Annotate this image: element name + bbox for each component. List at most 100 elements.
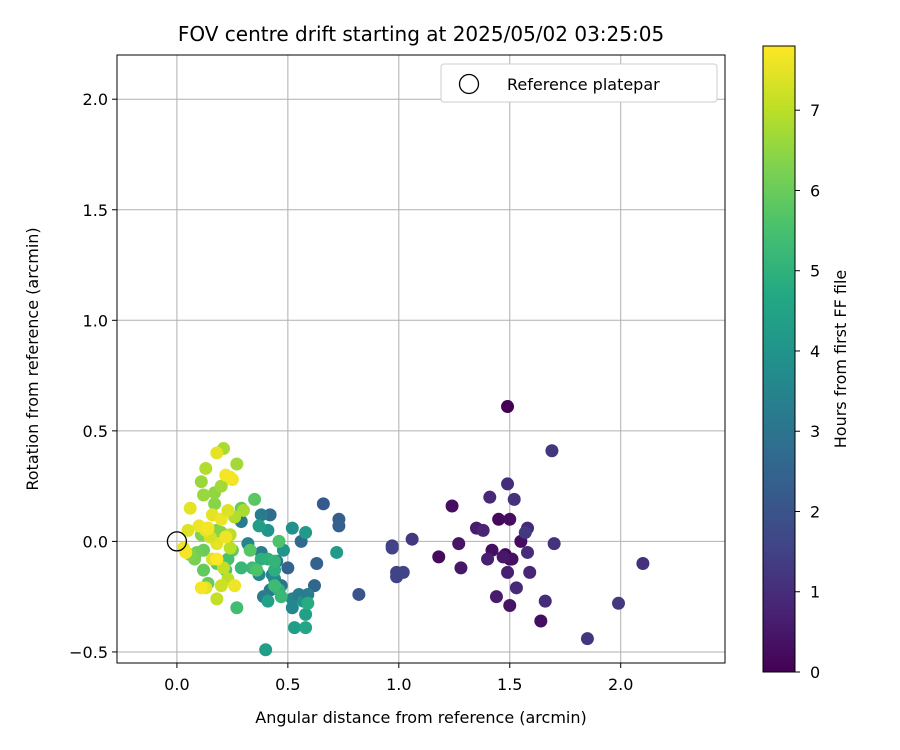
data-point bbox=[534, 614, 548, 628]
data-point bbox=[636, 557, 650, 571]
data-point bbox=[299, 526, 313, 540]
colorbar-tick-label: 1 bbox=[810, 583, 820, 602]
reference-platepar-marker bbox=[166, 531, 188, 552]
x-axis-label: Angular distance from reference (arcmin) bbox=[255, 708, 586, 727]
colorbar-tick-label: 5 bbox=[810, 262, 820, 281]
data-point bbox=[214, 512, 228, 526]
legend-label-reference: Reference platepar bbox=[507, 75, 660, 94]
data-point bbox=[250, 563, 264, 577]
y-axis: −0.5 0.0 0.5 1.0 1.5 2.0 bbox=[69, 90, 117, 662]
data-point bbox=[199, 461, 213, 475]
plot-area bbox=[116, 54, 726, 664]
x-tick-label: 1.0 bbox=[386, 675, 411, 694]
data-point bbox=[268, 554, 282, 568]
data-point bbox=[236, 503, 250, 517]
data-point bbox=[214, 579, 228, 593]
data-point bbox=[274, 590, 288, 604]
data-point bbox=[221, 503, 235, 517]
data-point bbox=[538, 594, 552, 608]
data-point bbox=[230, 601, 244, 615]
data-point bbox=[503, 512, 517, 526]
y-axis-label: Rotation from reference (arcmin) bbox=[23, 227, 42, 490]
data-point bbox=[223, 470, 237, 484]
data-point bbox=[252, 519, 266, 533]
data-point bbox=[545, 444, 559, 458]
data-point bbox=[194, 475, 208, 489]
chart-title: FOV centre drift starting at 2025/05/02 … bbox=[178, 22, 664, 46]
data-point bbox=[179, 545, 193, 559]
data-point bbox=[547, 537, 561, 551]
y-tick-label: 0.0 bbox=[83, 532, 108, 551]
data-point bbox=[183, 501, 197, 515]
data-point bbox=[385, 541, 399, 555]
data-point bbox=[518, 526, 532, 540]
data-point bbox=[248, 492, 262, 506]
data-point bbox=[509, 581, 523, 595]
y-tick-label: 0.5 bbox=[83, 422, 108, 441]
data-point bbox=[611, 596, 625, 610]
x-tick-label: 0.0 bbox=[164, 675, 189, 694]
data-point bbox=[501, 477, 515, 491]
colorbar-tick-label: 7 bbox=[810, 101, 820, 120]
legend-box bbox=[440, 63, 718, 103]
data-point bbox=[299, 621, 313, 635]
data-point bbox=[259, 643, 273, 657]
data-point bbox=[405, 532, 419, 546]
data-point bbox=[234, 561, 248, 575]
data-point bbox=[181, 523, 195, 537]
data-point bbox=[285, 521, 299, 535]
data-point bbox=[481, 552, 495, 566]
colorbar-tick-label: 2 bbox=[810, 502, 820, 521]
x-tick-label: 1.5 bbox=[497, 675, 522, 694]
data-point bbox=[223, 541, 237, 555]
data-point bbox=[210, 592, 224, 606]
data-point bbox=[483, 490, 497, 504]
legend-marker-reference bbox=[458, 73, 480, 95]
data-point bbox=[201, 521, 215, 535]
data-point bbox=[521, 545, 535, 559]
data-point bbox=[197, 563, 211, 577]
colorbar-label: Hours from first FF file bbox=[831, 270, 850, 449]
data-point bbox=[230, 457, 244, 471]
data-point bbox=[476, 523, 490, 537]
data-point bbox=[197, 488, 211, 502]
data-point bbox=[281, 561, 295, 575]
data-points bbox=[177, 400, 650, 657]
data-point bbox=[454, 561, 468, 575]
data-point bbox=[272, 534, 286, 548]
y-tick-label: 1.0 bbox=[83, 311, 108, 330]
colorbar: 0 1 2 3 4 5 6 7 Hours from first FF file bbox=[762, 45, 850, 682]
data-point bbox=[261, 594, 275, 608]
data-point bbox=[501, 400, 515, 414]
data-point bbox=[219, 530, 233, 544]
data-point bbox=[217, 561, 231, 575]
data-point bbox=[496, 550, 510, 564]
y-tick-label: −0.5 bbox=[69, 643, 108, 662]
data-point bbox=[445, 499, 459, 513]
data-point bbox=[214, 479, 228, 493]
data-point bbox=[452, 537, 466, 551]
reference-marker-layer bbox=[166, 531, 188, 552]
data-point bbox=[332, 519, 346, 533]
data-point bbox=[432, 550, 446, 564]
data-point bbox=[330, 545, 344, 559]
x-tick-label: 0.5 bbox=[275, 675, 300, 694]
x-tick-label: 2.0 bbox=[608, 675, 633, 694]
data-point bbox=[507, 492, 521, 506]
data-point bbox=[228, 579, 242, 593]
data-point bbox=[489, 590, 503, 604]
data-point bbox=[310, 557, 324, 571]
data-point bbox=[390, 570, 404, 584]
data-point bbox=[288, 621, 302, 635]
plot-frame bbox=[116, 54, 726, 664]
legend: Reference platepar bbox=[440, 63, 718, 103]
data-point bbox=[501, 565, 515, 579]
colorbar-tick-label: 0 bbox=[810, 663, 820, 682]
data-point bbox=[254, 508, 268, 522]
colorbar-tick-label: 3 bbox=[810, 422, 820, 441]
y-tick-label: 2.0 bbox=[83, 90, 108, 109]
x-axis: 0.0 0.5 1.0 1.5 2.0 bbox=[164, 663, 633, 694]
data-point bbox=[523, 565, 537, 579]
data-point bbox=[301, 596, 315, 610]
